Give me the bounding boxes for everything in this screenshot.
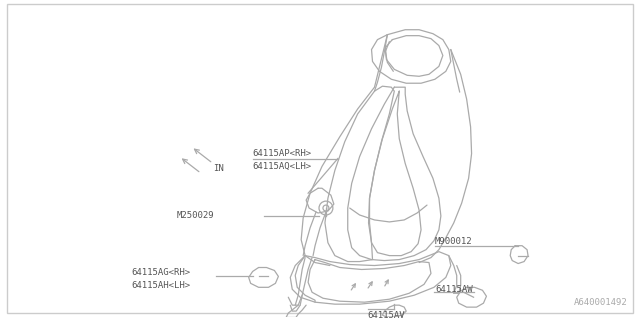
Text: 64115AH<LH>: 64115AH<LH>: [132, 281, 191, 290]
Text: 64115AW: 64115AW: [435, 285, 472, 294]
Text: 64115AV: 64115AV: [367, 310, 405, 320]
Text: IN: IN: [213, 164, 224, 173]
Text: 64115AG<RH>: 64115AG<RH>: [132, 268, 191, 277]
Text: 64115AP<RH>: 64115AP<RH>: [253, 149, 312, 158]
Text: 64115AQ<LH>: 64115AQ<LH>: [253, 162, 312, 171]
Text: A640001492: A640001492: [573, 298, 627, 307]
Text: M250029: M250029: [177, 212, 214, 220]
Text: M900012: M900012: [435, 237, 472, 246]
